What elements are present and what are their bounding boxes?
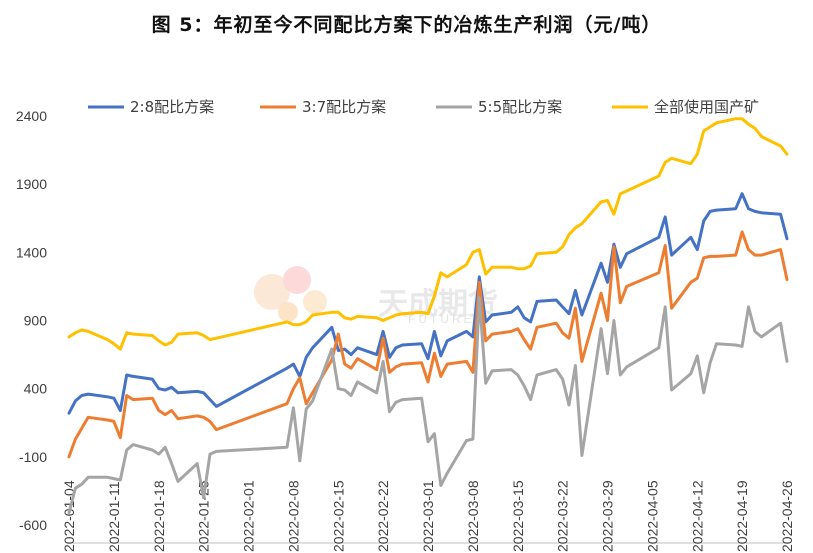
legend-label: 5:5配比方案 [478, 98, 562, 116]
watermark-subtext: FUTURES [408, 312, 486, 326]
x-tick-label: 2022-01-25 [196, 480, 212, 552]
legend-label: 3:7配比方案 [302, 98, 386, 116]
series-line-3 [67, 295, 789, 515]
x-tick-label: 2022-03-22 [555, 480, 571, 552]
y-tick-label: -100 [19, 449, 47, 465]
y-tick-label: 1900 [16, 176, 47, 192]
y-tick-label: -600 [19, 517, 47, 533]
legend-item-1: 2:8配比方案 [88, 98, 214, 116]
legend-label: 全部使用国产矿 [654, 98, 759, 116]
x-tick-label: 2022-03-15 [510, 480, 526, 552]
legend-item-2: 3:7配比方案 [260, 98, 386, 116]
x-tick-label: 2022-03-01 [420, 480, 436, 552]
x-tick-label: 2022-04-05 [644, 480, 660, 552]
x-tick-label: 2022-04-12 [689, 480, 705, 552]
series-line-4 [67, 117, 789, 351]
legend-label: 2:8配比方案 [130, 98, 214, 116]
chart-title: 图 5：年初至今不同配比方案下的冶炼生产利润（元/吨） [151, 14, 662, 36]
y-tick-label: 900 [24, 313, 48, 329]
legend-item-3: 5:5配比方案 [436, 98, 562, 116]
x-tick-label: 2022-02-22 [375, 480, 391, 552]
x-tick-label: 2022-04-26 [779, 480, 795, 552]
y-tick-label: 1400 [16, 244, 47, 260]
x-tick-label: 2022-03-08 [465, 480, 481, 552]
x-tick-label: 2022-02-15 [330, 480, 346, 552]
series-line-1 [67, 192, 789, 415]
x-tick-label: 2022-04-19 [734, 480, 750, 552]
legend-item-4: 全部使用国产矿 [612, 98, 759, 116]
x-tick-label: 2022-02-08 [285, 480, 301, 552]
x-tick-label: 2022-03-29 [600, 480, 616, 552]
series-line-2 [67, 230, 789, 459]
y-tick-label: 400 [24, 381, 48, 397]
x-tick-label: 2022-01-18 [151, 480, 167, 552]
x-tick-label: 2022-01-11 [106, 481, 122, 552]
x-tick-label: 2022-02-01 [241, 480, 257, 552]
y-tick-label: 2400 [16, 108, 47, 124]
